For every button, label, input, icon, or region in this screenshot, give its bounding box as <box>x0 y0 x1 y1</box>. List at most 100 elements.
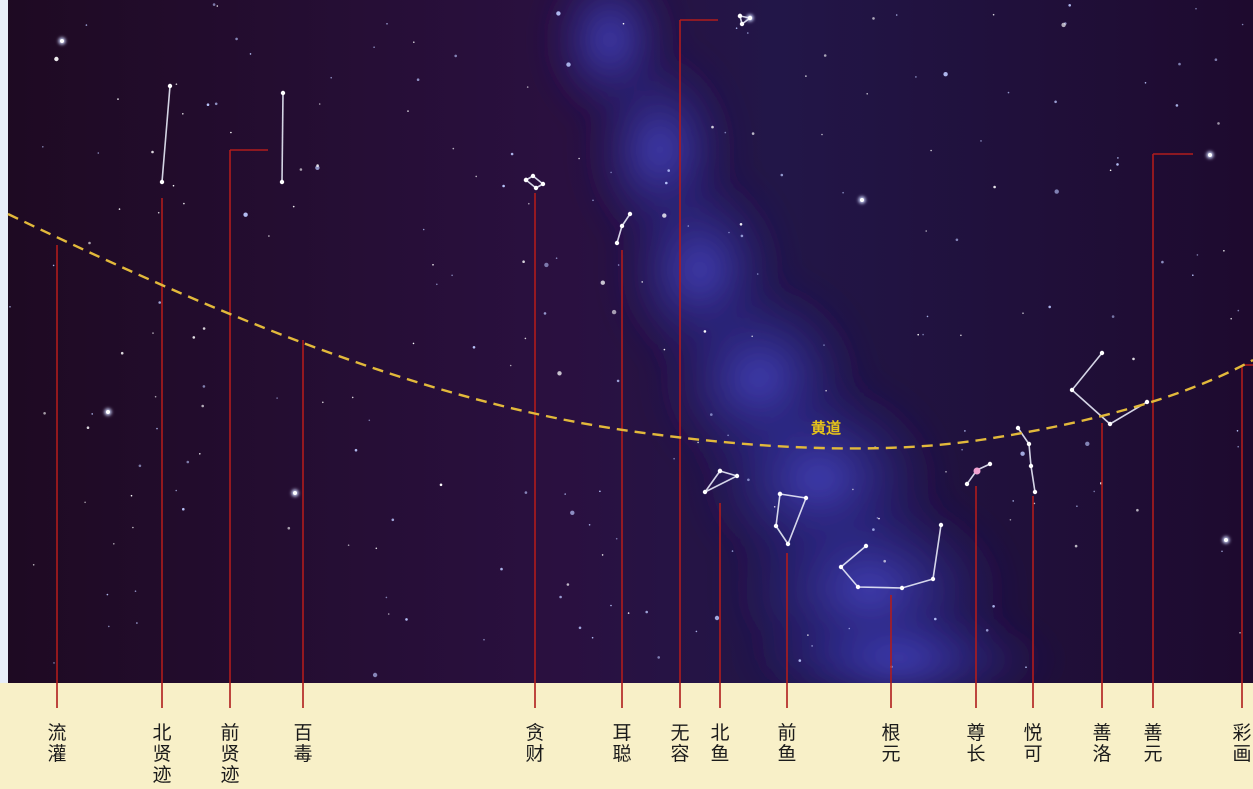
label-caihua: 彩画 <box>1232 722 1251 765</box>
label-char: 耳 <box>612 722 631 744</box>
constellation-star <box>938 522 944 528</box>
star <box>1111 315 1115 318</box>
star <box>53 662 55 664</box>
star <box>130 494 133 497</box>
star <box>673 457 675 460</box>
star <box>960 334 962 337</box>
constellation-star <box>280 90 286 96</box>
star <box>1012 500 1014 502</box>
star <box>1007 91 1010 94</box>
constellation-star <box>533 185 539 191</box>
star <box>756 273 759 275</box>
star <box>566 583 570 586</box>
star <box>985 629 989 632</box>
star <box>391 518 395 522</box>
constellation-star <box>1015 425 1021 431</box>
star <box>735 27 738 30</box>
star <box>158 301 161 304</box>
label-char: 北 <box>152 722 171 744</box>
label-char: 画 <box>1232 743 1251 765</box>
star <box>773 506 776 508</box>
star <box>175 489 177 492</box>
constellation-star <box>523 177 529 183</box>
star <box>663 348 666 351</box>
constellation-star <box>1099 350 1105 356</box>
star <box>52 264 55 267</box>
label-char: 元 <box>1143 743 1162 765</box>
constellation-star <box>964 481 970 487</box>
star <box>524 491 528 494</box>
label-char: 容 <box>670 743 689 765</box>
star <box>823 344 825 346</box>
star <box>368 419 371 422</box>
bright-star-core <box>1208 153 1212 157</box>
star <box>1236 430 1239 432</box>
star <box>915 76 917 78</box>
star <box>842 191 844 194</box>
star <box>1221 550 1223 553</box>
star <box>617 264 620 266</box>
constellation-star <box>987 461 993 467</box>
bright-star-core <box>1224 538 1228 542</box>
constellation-star <box>1032 489 1038 495</box>
label-genyuan: 根元 <box>881 722 900 765</box>
star <box>955 238 959 242</box>
star <box>611 309 617 315</box>
star <box>724 131 727 134</box>
constellation-star <box>1107 421 1113 427</box>
star <box>1054 100 1057 104</box>
star <box>117 98 119 100</box>
star <box>315 165 320 170</box>
star <box>422 228 425 231</box>
star <box>113 543 115 545</box>
label-char: 迹 <box>220 764 239 786</box>
star <box>375 547 378 550</box>
label-char: 根 <box>881 722 900 744</box>
star <box>556 11 561 16</box>
constellation-star <box>803 495 809 501</box>
star <box>872 17 875 20</box>
star <box>622 22 625 25</box>
star <box>1175 104 1179 107</box>
bright-star-core <box>860 198 864 202</box>
star <box>1109 169 1112 172</box>
star <box>823 54 827 57</box>
star <box>615 537 618 540</box>
star <box>1161 260 1164 264</box>
star <box>917 333 919 336</box>
star <box>54 56 59 62</box>
star <box>703 330 707 333</box>
star <box>192 336 196 339</box>
star <box>657 656 660 659</box>
label-char: 前 <box>220 722 239 744</box>
star <box>108 625 110 628</box>
star <box>1068 4 1071 7</box>
label-shanluo: 善洛 <box>1092 722 1111 765</box>
label-char: 流 <box>47 722 66 744</box>
star <box>152 332 154 334</box>
star <box>330 76 333 79</box>
star <box>235 37 238 41</box>
constellation-star <box>1028 463 1034 469</box>
star <box>1020 451 1025 456</box>
star <box>439 483 443 487</box>
star <box>1237 309 1240 312</box>
star <box>883 559 886 563</box>
star <box>136 622 138 624</box>
star <box>97 152 100 154</box>
star <box>472 346 476 349</box>
star <box>1196 254 1199 256</box>
label-char: 贪 <box>525 722 544 744</box>
constellation-star <box>702 489 708 495</box>
star <box>452 147 455 150</box>
star <box>578 626 582 630</box>
star <box>416 78 420 81</box>
star <box>268 235 270 237</box>
star <box>930 149 932 152</box>
star <box>412 342 415 345</box>
left-frame-strip <box>0 0 8 683</box>
star <box>852 488 854 491</box>
ecliptic-label: 黄道 <box>811 419 841 437</box>
